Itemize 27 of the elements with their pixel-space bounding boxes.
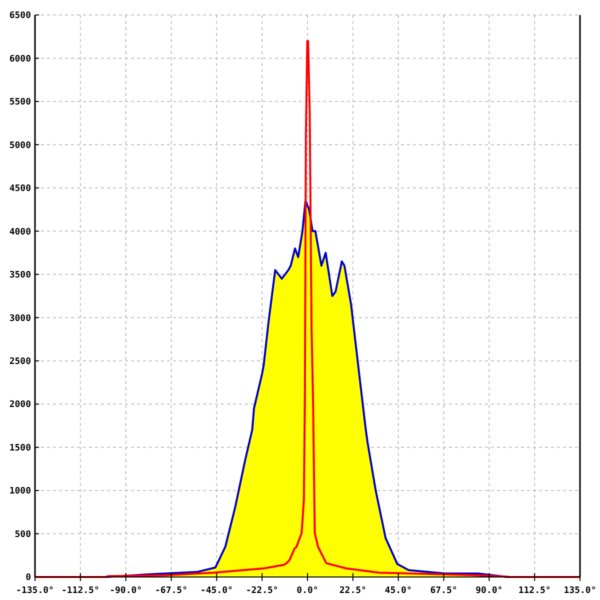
x-tick-label: 112.5° — [518, 586, 551, 596]
y-tick-label: 2500 — [9, 356, 31, 367]
y-tick-label: 0 — [26, 573, 31, 584]
x-tick-label: -90.0° — [110, 586, 142, 596]
x-tick-label: -135.0° — [16, 586, 54, 596]
x-tick-label: -45.0° — [200, 586, 233, 596]
y-tick-label: 5500 — [9, 98, 31, 108]
y-tick-label: 3000 — [9, 314, 31, 324]
y-tick-label: 500 — [14, 530, 31, 540]
x-tick-label: 45.0° — [384, 586, 412, 596]
x-tick-label: 135.0° — [564, 586, 596, 596]
y-tick-label: 4500 — [9, 184, 31, 194]
x-tick-label: -22.5° — [246, 586, 278, 596]
x-tick-label: 67.5° — [430, 586, 458, 596]
y-tick-label: 6500 — [9, 11, 31, 22]
y-tick-label: 5000 — [9, 140, 31, 151]
x-tick-label: 0.0° — [296, 586, 318, 596]
y-tick-label: 1000 — [9, 486, 31, 497]
y-tick-label: 2000 — [9, 400, 31, 410]
y-tick-label: 4000 — [9, 227, 31, 238]
x-tick-label: -112.5° — [61, 586, 100, 596]
y-tick-label: 1500 — [9, 443, 31, 454]
x-tick-label: 90.0° — [476, 586, 503, 596]
x-tick-label: -67.5° — [154, 586, 188, 596]
x-tick-label: 22.5° — [339, 586, 366, 596]
y-tick-label: 3500 — [9, 270, 31, 281]
y-tick-label: 6000 — [9, 54, 31, 64]
